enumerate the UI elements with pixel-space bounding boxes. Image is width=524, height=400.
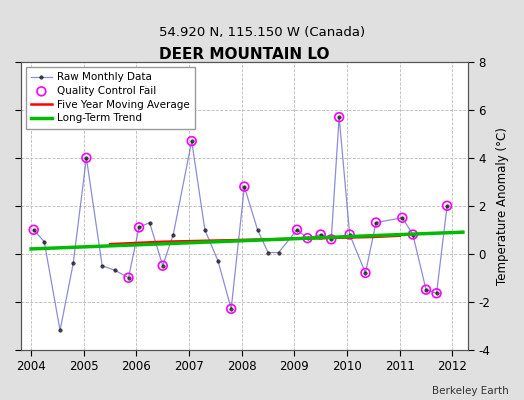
Raw Monthly Data — [202, 227, 208, 232]
Raw Monthly Data — [373, 220, 379, 225]
Raw Monthly Data — [30, 227, 37, 232]
Raw Monthly Data — [399, 215, 406, 220]
Raw Monthly Data — [241, 184, 247, 189]
Raw Monthly Data — [112, 268, 118, 273]
Raw Monthly Data — [136, 225, 142, 230]
Quality Control Fail — [82, 155, 91, 161]
Raw Monthly Data — [265, 250, 271, 255]
Raw Monthly Data — [328, 237, 334, 242]
Quality Control Fail — [303, 235, 312, 241]
Five Year Moving Average — [318, 236, 324, 240]
Five Year Moving Average — [370, 234, 377, 239]
Five Year Moving Average — [265, 237, 271, 242]
Raw Monthly Data — [41, 239, 47, 244]
Five Year Moving Average — [397, 233, 403, 238]
Raw Monthly Data — [125, 275, 132, 280]
Quality Control Fail — [240, 184, 248, 190]
Five Year Moving Average — [212, 238, 219, 243]
Y-axis label: Temperature Anomaly (°C): Temperature Anomaly (°C) — [496, 127, 509, 285]
Raw Monthly Data — [444, 203, 450, 208]
Quality Control Fail — [29, 226, 38, 233]
Raw Monthly Data — [294, 227, 300, 232]
Quality Control Fail — [124, 274, 133, 281]
Quality Control Fail — [398, 214, 407, 221]
Quality Control Fail — [316, 231, 325, 238]
Raw Monthly Data — [346, 232, 353, 237]
Raw Monthly Data — [228, 306, 234, 311]
Quality Control Fail — [335, 114, 343, 120]
Raw Monthly Data — [146, 220, 152, 225]
Quality Control Fail — [135, 224, 143, 230]
Raw Monthly Data — [215, 258, 221, 263]
Raw Monthly Data — [410, 232, 416, 237]
Raw Monthly Data — [433, 291, 440, 296]
Raw Monthly Data — [189, 139, 195, 144]
Quality Control Fail — [372, 219, 380, 226]
Five Year Moving Average — [107, 242, 113, 246]
Quality Control Fail — [361, 270, 369, 276]
Five Year Moving Average — [160, 239, 166, 244]
Line: Raw Monthly Data: Raw Monthly Data — [32, 115, 449, 332]
Raw Monthly Data — [83, 156, 90, 160]
Raw Monthly Data — [170, 232, 177, 237]
Raw Monthly Data — [423, 287, 429, 292]
Quality Control Fail — [293, 226, 301, 233]
Raw Monthly Data — [362, 270, 368, 275]
Raw Monthly Data — [336, 115, 342, 120]
Raw Monthly Data — [304, 236, 311, 240]
Raw Monthly Data — [99, 263, 105, 268]
Raw Monthly Data — [160, 263, 166, 268]
Quality Control Fail — [327, 236, 335, 242]
Title: DEER MOUNTAIN LO: DEER MOUNTAIN LO — [159, 47, 330, 62]
Raw Monthly Data — [276, 250, 282, 255]
Quality Control Fail — [188, 138, 196, 144]
Raw Monthly Data — [254, 227, 260, 232]
Quality Control Fail — [422, 286, 430, 293]
Raw Monthly Data — [318, 232, 324, 237]
Raw Monthly Data — [70, 261, 77, 266]
Quality Control Fail — [443, 202, 451, 209]
Quality Control Fail — [345, 231, 354, 238]
Raw Monthly Data — [57, 328, 63, 333]
Legend: Raw Monthly Data, Quality Control Fail, Five Year Moving Average, Long-Term Tren: Raw Monthly Data, Quality Control Fail, … — [26, 67, 195, 128]
Quality Control Fail — [159, 262, 167, 269]
Line: Five Year Moving Average: Five Year Moving Average — [110, 236, 400, 244]
Text: Berkeley Earth: Berkeley Earth — [432, 386, 508, 396]
Quality Control Fail — [409, 231, 417, 238]
Quality Control Fail — [227, 306, 235, 312]
Quality Control Fail — [432, 290, 441, 296]
Text: 54.920 N, 115.150 W (Canada): 54.920 N, 115.150 W (Canada) — [159, 26, 365, 39]
